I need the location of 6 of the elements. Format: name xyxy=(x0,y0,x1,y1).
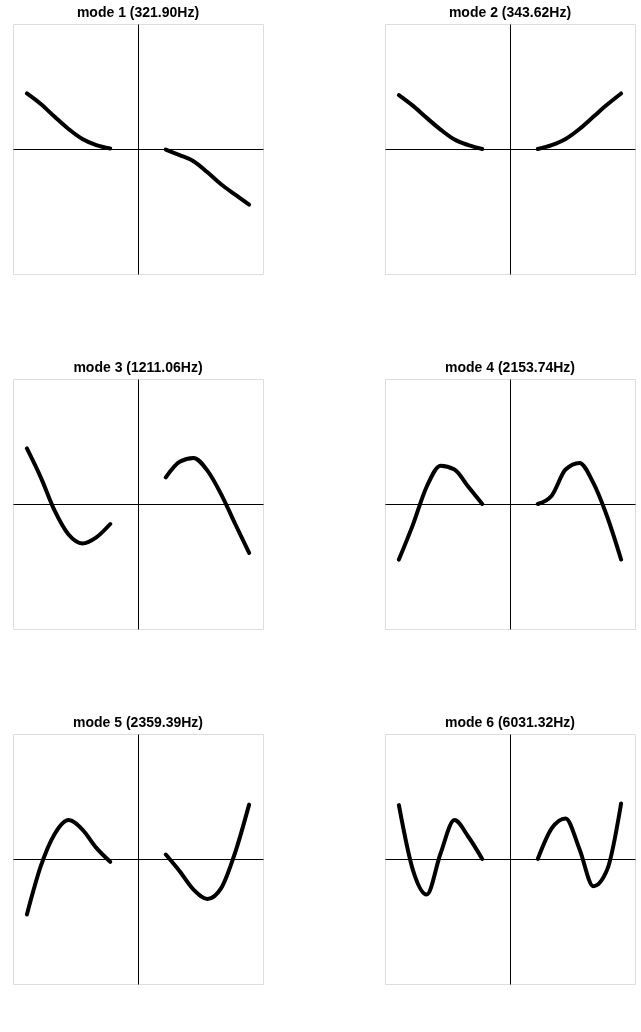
chart-title: mode 1 (321.90Hz) xyxy=(76,4,200,20)
chart-title: mode 3 (1211.06Hz) xyxy=(73,359,203,375)
chart-title: mode 2 (343.62Hz) xyxy=(448,4,572,20)
chart-title: mode 5 (2359.39Hz) xyxy=(73,714,203,730)
chart-title: mode 4 (2153.74Hz) xyxy=(445,359,575,375)
chart-title: mode 6 (6031.32Hz) xyxy=(445,714,575,730)
